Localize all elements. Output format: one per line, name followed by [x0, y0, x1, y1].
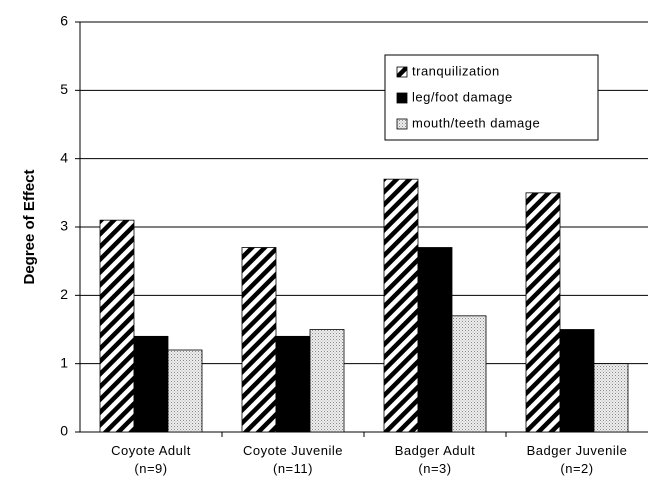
legend-box — [384, 54, 599, 141]
y-axis-label: Degree of Effect — [21, 169, 38, 284]
y-tick-label: 4 — [60, 149, 68, 165]
legend-label: tranquilization — [412, 63, 500, 78]
bar — [383, 178, 419, 433]
legend-swatch — [396, 66, 408, 78]
bar — [593, 363, 629, 433]
bar — [451, 315, 487, 433]
bar — [417, 247, 453, 433]
y-tick-label: 2 — [60, 286, 68, 302]
bar — [275, 335, 311, 433]
bar — [99, 219, 135, 433]
y-tick-label: 1 — [60, 354, 68, 370]
legend-label: leg/foot damage — [412, 89, 513, 104]
y-tick-label: 5 — [60, 81, 68, 97]
bar — [559, 329, 595, 433]
x-tick-label: Coyote Juvenile (n=11) — [243, 443, 343, 476]
legend-label: mouth/teeth damage — [412, 115, 540, 130]
bar — [167, 349, 203, 433]
legend-swatch — [396, 118, 408, 130]
y-tick-label: 0 — [60, 423, 68, 439]
y-tick-label: 3 — [60, 218, 68, 234]
y-tick-label: 6 — [60, 13, 68, 29]
bar — [525, 192, 561, 433]
x-tick-label: Coyote Adult (n=9) — [111, 443, 191, 476]
bar — [309, 329, 345, 433]
bar — [241, 247, 277, 433]
x-tick-label: Badger Juvenile (n=2) — [526, 443, 628, 476]
x-tick-label: Badger Adult (n=3) — [394, 443, 476, 476]
bar — [133, 335, 169, 433]
legend-swatch — [396, 92, 408, 104]
